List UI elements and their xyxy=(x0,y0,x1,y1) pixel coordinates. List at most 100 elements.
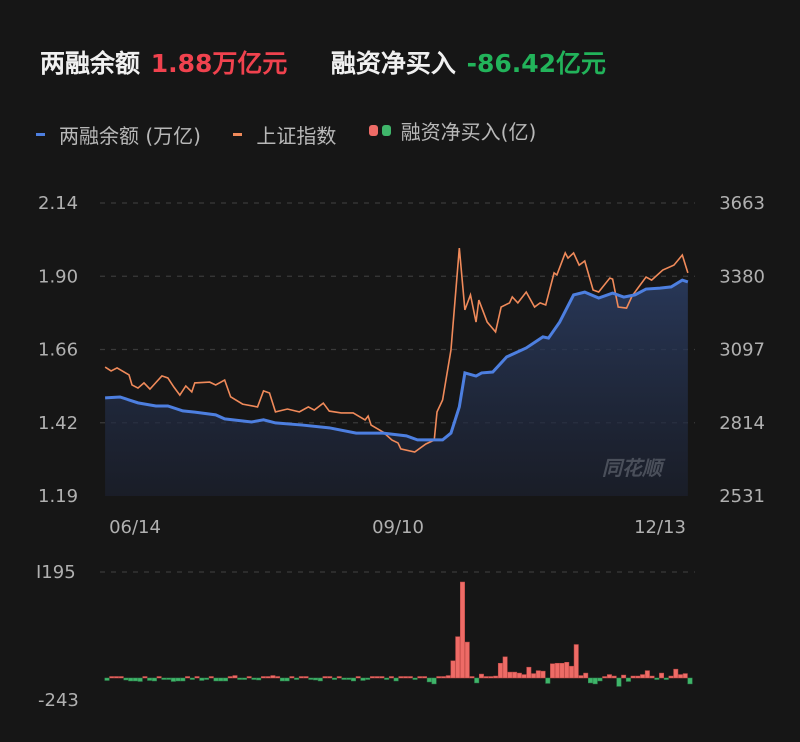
margin-balance-value: 1.88万亿元 xyxy=(150,49,288,78)
net-buy-bar-negative xyxy=(474,677,480,684)
bar-axis-tick: I195 xyxy=(36,562,76,583)
net-buy-bar-positive xyxy=(569,665,574,679)
net-buy-bar-positive xyxy=(156,676,162,679)
orange-dash-icon xyxy=(233,133,243,136)
net-buy-bar-negative xyxy=(132,677,138,682)
net-buy-bar-positive xyxy=(682,673,688,679)
net-buy-bar-negative xyxy=(123,677,129,681)
net-buy-bar-positive xyxy=(640,674,646,679)
net-buy-bar-positive xyxy=(630,675,636,679)
chart-legend: 两融余额 (万亿) 上证指数 融资净买入(亿) xyxy=(36,116,562,149)
margin-area xyxy=(105,280,688,496)
net-buy-bar-positive xyxy=(469,676,475,679)
net-buy-bar-positive xyxy=(635,675,641,679)
red-dot-icon xyxy=(368,125,378,136)
net-buy-bar-negative xyxy=(128,677,134,682)
net-buy-bar-positive xyxy=(507,671,513,679)
net-buy-bar-negative xyxy=(147,677,153,681)
net-buy-bar-positive xyxy=(455,636,461,679)
net-buy-bar-positive xyxy=(208,676,214,679)
legend-index-label: 上证指数 xyxy=(256,124,337,148)
net-buy-bar-positive xyxy=(493,675,499,679)
left-axis-tick: 2.14 xyxy=(38,193,78,214)
net-buy-label: 融资净买入 xyxy=(330,49,456,78)
legend-index[interactable]: 上证指数 xyxy=(233,120,336,149)
net-buy-bar-positive xyxy=(246,676,252,679)
net-buy-bar-positive xyxy=(303,676,309,679)
net-buy-bar-positive xyxy=(450,660,456,679)
net-buy-bar-positive xyxy=(388,676,394,679)
right-axis-tick: 3380 xyxy=(719,266,765,287)
net-buy-bar-negative xyxy=(654,677,660,680)
net-buy-bar-negative xyxy=(313,677,319,681)
net-buy-bar-positive xyxy=(602,676,608,679)
summary-header: 两融余额 1.88万亿元 融资净买入 -86.42亿元 xyxy=(40,44,608,80)
net-buy-bar-positive xyxy=(270,675,276,679)
net-buy-bar-positive xyxy=(260,676,266,679)
net-buy-bar-positive xyxy=(502,656,508,679)
net-buy-bar-negative xyxy=(346,677,352,680)
net-buy-bar-positive xyxy=(265,676,271,679)
left-axis-tick: 1.42 xyxy=(38,413,78,434)
net-buy-bar-positive xyxy=(540,670,546,679)
net-buy-bar-positive xyxy=(355,676,361,679)
legend-margin[interactable]: 两融余额 (万亿) xyxy=(36,120,201,149)
legend-net-buy[interactable]: 融资净买入(亿) xyxy=(368,116,536,145)
net-buy-bar-negative xyxy=(170,677,176,682)
net-buy-bar-negative xyxy=(294,677,300,680)
net-buy-bar-positive xyxy=(678,674,683,679)
net-buy-bar-negative xyxy=(341,677,347,680)
net-buy-bar-positive xyxy=(550,663,555,679)
net-buy-bar-positive xyxy=(232,675,238,679)
net-buy-bar-positive xyxy=(564,661,570,679)
net-buy-value: -86.42亿元 xyxy=(466,49,607,78)
net-buy-bar-positive xyxy=(668,675,674,679)
net-buy-bar-positive xyxy=(659,672,665,679)
net-buy-bar-positive xyxy=(531,673,537,679)
net-buy-bar-positive xyxy=(109,676,115,679)
green-dot-icon xyxy=(381,125,391,136)
margin-line xyxy=(105,278,689,442)
net-buy-bar-negative xyxy=(597,677,603,682)
net-buy-bar-negative xyxy=(317,677,323,682)
net-buy-bar-negative xyxy=(237,677,243,680)
left-axis-tick: 1.66 xyxy=(38,340,78,361)
right-axis-tick: 3097 xyxy=(719,340,765,361)
net-buy-bar-negative xyxy=(384,677,390,680)
net-buy-bar-positive xyxy=(606,674,612,679)
net-buy-bar-negative xyxy=(592,677,598,685)
net-buy-bar-positive xyxy=(488,676,494,679)
net-buy-bar-positive xyxy=(403,676,409,679)
net-buy-bar-negative xyxy=(284,677,290,682)
net-buy-bar-positive xyxy=(644,670,650,679)
net-buy-bar-positive xyxy=(512,671,518,679)
net-buy-bar-positive xyxy=(573,644,579,679)
net-buy-bar-positive xyxy=(649,675,655,679)
net-buy-bar-positive xyxy=(327,676,333,679)
net-buy-bar-negative xyxy=(365,677,371,680)
net-buy-bar-positive xyxy=(369,676,375,679)
net-buy-bar-negative xyxy=(204,677,209,680)
legend-margin-label: 两融余额 (万亿) xyxy=(59,124,201,148)
net-buy-bar-negative xyxy=(166,677,172,680)
net-buy-bar-positive xyxy=(194,676,200,679)
net-buy-bar-positive xyxy=(578,675,584,679)
net-buy-bar-negative xyxy=(625,677,631,682)
net-buy-bar-positive xyxy=(379,676,385,679)
net-buy-bar-negative xyxy=(412,677,418,680)
net-buy-bar-negative xyxy=(426,677,432,683)
net-buy-bar-positive xyxy=(621,674,627,679)
net-buy-bar-negative xyxy=(213,677,219,682)
net-buy-bar-negative xyxy=(308,677,314,680)
net-buy-bar-negative xyxy=(351,677,356,682)
net-buy-bar-negative xyxy=(151,677,157,682)
net-buy-bar-positive xyxy=(407,676,413,679)
net-buy-bar-positive xyxy=(441,676,446,679)
net-buy-bar-negative xyxy=(242,677,247,680)
net-buy-bar-positive xyxy=(374,676,380,679)
net-buy-bar-positive xyxy=(322,676,328,679)
net-buy-bar-positive xyxy=(611,675,617,679)
net-buy-bar-positive xyxy=(398,676,404,679)
blue-dash-icon xyxy=(36,133,45,136)
index-line xyxy=(104,247,689,453)
